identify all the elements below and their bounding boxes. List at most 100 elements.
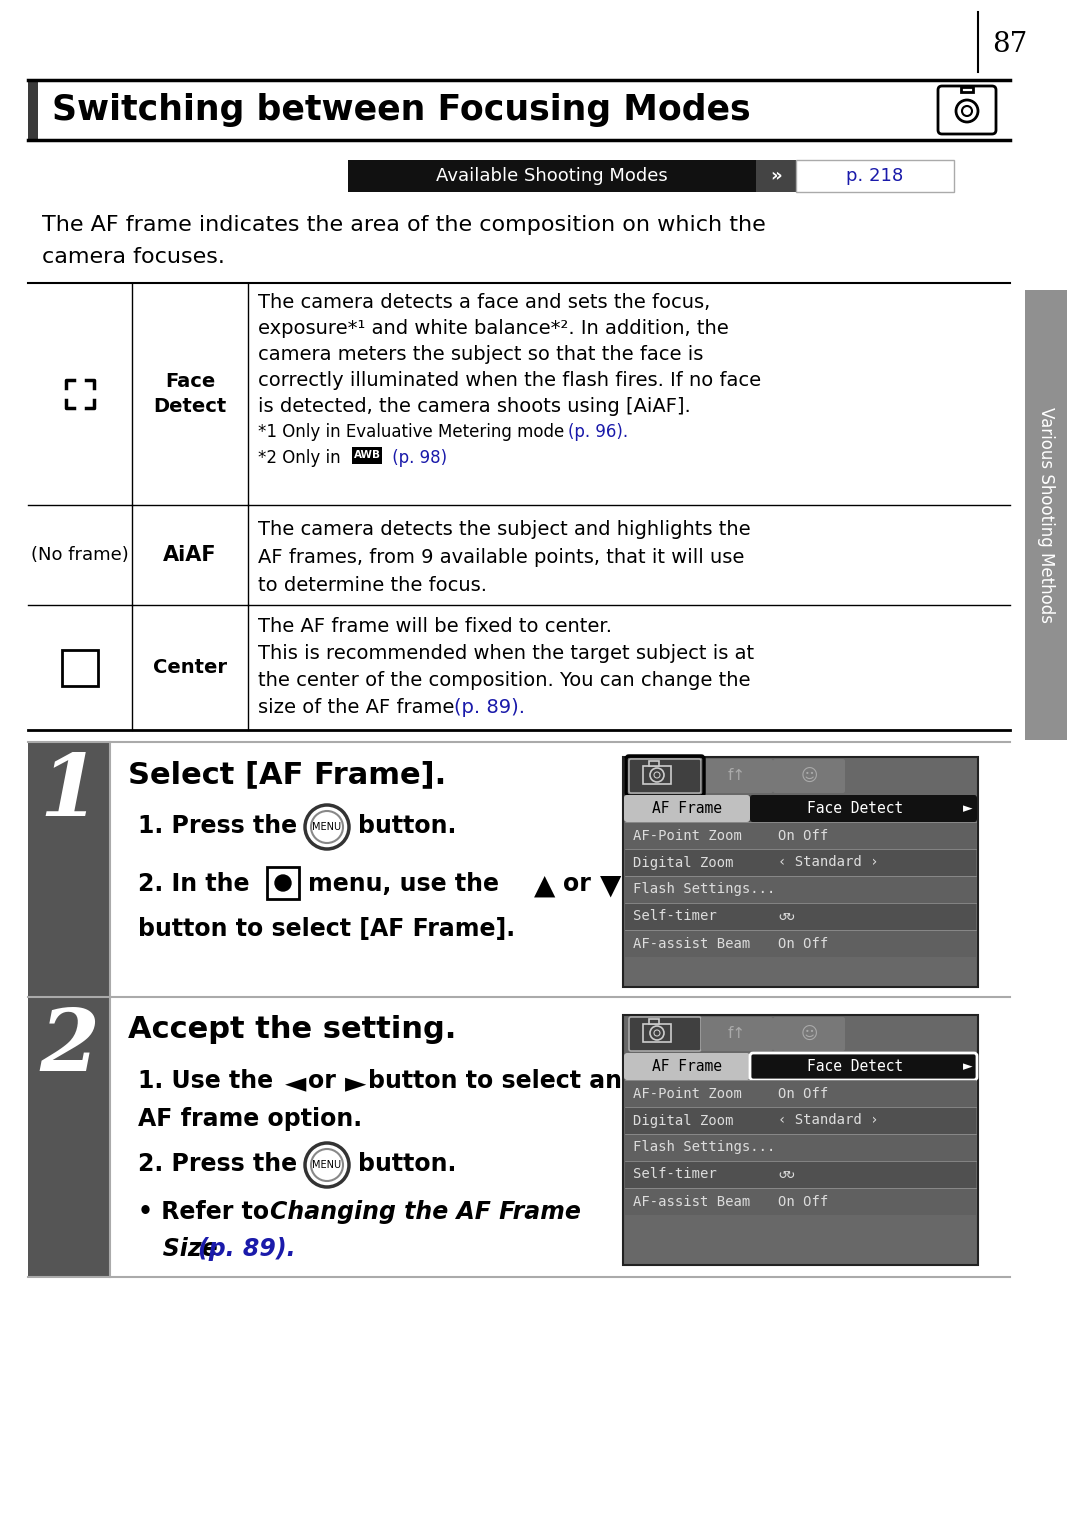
Bar xyxy=(643,767,671,783)
Text: Flash Settings...: Flash Settings... xyxy=(633,882,775,896)
Text: ☺: ☺ xyxy=(800,1025,818,1043)
Text: size of the AF frame: size of the AF frame xyxy=(258,698,461,716)
Bar xyxy=(796,160,954,192)
Text: The AF frame will be fixed to center.: The AF frame will be fixed to center. xyxy=(258,618,612,636)
Bar xyxy=(625,821,976,849)
Text: Changing the AF Frame: Changing the AF Frame xyxy=(270,1200,581,1224)
Text: 1: 1 xyxy=(39,750,99,834)
Bar xyxy=(625,876,976,903)
Text: f↑: f↑ xyxy=(728,1027,746,1042)
Text: The camera detects a face and sets the focus,: The camera detects a face and sets the f… xyxy=(258,294,711,312)
Text: 2. Press the: 2. Press the xyxy=(138,1151,297,1176)
Text: The AF frame indicates the area of the composition on which the: The AF frame indicates the area of the c… xyxy=(42,214,766,236)
Text: On Off: On Off xyxy=(778,1194,828,1209)
Circle shape xyxy=(650,768,664,782)
Text: Accept the setting.: Accept the setting. xyxy=(129,1015,457,1043)
Text: • Refer to: • Refer to xyxy=(138,1200,278,1224)
Bar xyxy=(625,1053,976,1080)
Bar xyxy=(625,795,976,821)
Bar xyxy=(623,757,978,987)
Circle shape xyxy=(654,1030,660,1036)
Text: f↑: f↑ xyxy=(728,768,746,783)
Text: ◄: ◄ xyxy=(285,1069,307,1097)
Text: 2: 2 xyxy=(39,1005,99,1089)
Text: ↺↻: ↺↻ xyxy=(778,910,795,923)
Text: ▲: ▲ xyxy=(534,872,555,900)
Text: ☺: ☺ xyxy=(800,767,818,785)
Bar xyxy=(352,447,382,464)
Text: (p. 96).: (p. 96). xyxy=(568,423,629,441)
Bar xyxy=(348,160,756,192)
Text: The camera detects the subject and highlights the: The camera detects the subject and highl… xyxy=(258,520,751,538)
FancyBboxPatch shape xyxy=(624,795,750,821)
Text: 1. Use the: 1. Use the xyxy=(138,1069,273,1094)
Bar xyxy=(28,996,110,1278)
Bar xyxy=(625,903,976,929)
Text: correctly illuminated when the flash fires. If no face: correctly illuminated when the flash fir… xyxy=(258,371,761,389)
Bar xyxy=(625,929,976,957)
Text: Select [AF Frame].: Select [AF Frame]. xyxy=(129,760,446,789)
Text: AF Frame: AF Frame xyxy=(652,1059,723,1074)
Text: Self-timer: Self-timer xyxy=(633,910,717,923)
FancyBboxPatch shape xyxy=(701,1018,773,1051)
Text: On Off: On Off xyxy=(778,937,828,951)
Text: to determine the focus.: to determine the focus. xyxy=(258,576,487,595)
Bar xyxy=(625,1080,976,1107)
Text: AF Frame: AF Frame xyxy=(652,802,723,815)
Text: button.: button. xyxy=(357,814,457,838)
Text: Center: Center xyxy=(153,659,227,677)
Text: Face
Detect: Face Detect xyxy=(153,373,227,417)
Bar xyxy=(643,1024,671,1042)
Text: or: or xyxy=(308,1069,336,1094)
Bar xyxy=(625,849,976,876)
Text: Digital Zoom: Digital Zoom xyxy=(633,855,733,870)
Text: Switching between Focusing Modes: Switching between Focusing Modes xyxy=(52,93,751,126)
Bar xyxy=(623,1015,978,1265)
FancyBboxPatch shape xyxy=(629,1018,701,1051)
Bar xyxy=(961,87,973,91)
FancyBboxPatch shape xyxy=(750,1053,977,1080)
Bar xyxy=(649,1019,659,1024)
Circle shape xyxy=(654,773,660,779)
Text: This is recommended when the target subject is at: This is recommended when the target subj… xyxy=(258,643,754,663)
Bar xyxy=(1025,291,1067,741)
Text: ►: ► xyxy=(963,802,973,815)
Text: 87: 87 xyxy=(993,32,1027,58)
Circle shape xyxy=(305,805,349,849)
Text: (p. 98): (p. 98) xyxy=(387,449,447,467)
Text: Available Shooting Modes: Available Shooting Modes xyxy=(436,167,667,186)
Bar xyxy=(625,1135,976,1161)
Circle shape xyxy=(956,100,978,122)
Text: (No frame): (No frame) xyxy=(31,546,129,564)
Circle shape xyxy=(962,106,972,116)
Circle shape xyxy=(650,1027,664,1040)
Bar xyxy=(649,760,659,767)
Text: *1 Only in Evaluative Metering mode: *1 Only in Evaluative Metering mode xyxy=(258,423,569,441)
Text: AF-assist Beam: AF-assist Beam xyxy=(633,937,751,951)
Circle shape xyxy=(275,875,291,891)
Text: Various Shooting Methods: Various Shooting Methods xyxy=(1037,408,1055,624)
Text: 1. Press the: 1. Press the xyxy=(138,814,297,838)
Text: ►: ► xyxy=(963,1060,973,1072)
Circle shape xyxy=(305,1142,349,1186)
Bar xyxy=(267,867,299,899)
FancyBboxPatch shape xyxy=(701,759,773,792)
Text: or: or xyxy=(563,872,591,896)
Text: Face Detect: Face Detect xyxy=(808,802,904,815)
Text: p. 218: p. 218 xyxy=(847,167,904,186)
Text: Size: Size xyxy=(138,1237,226,1261)
Text: the center of the composition. You can change the: the center of the composition. You can c… xyxy=(258,671,751,691)
Text: AF-assist Beam: AF-assist Beam xyxy=(633,1194,751,1209)
Text: AiAF: AiAF xyxy=(163,545,217,564)
Text: button.: button. xyxy=(357,1151,457,1176)
Text: exposure*¹ and white balance*². In addition, the: exposure*¹ and white balance*². In addit… xyxy=(258,319,729,338)
Text: menu, use the: menu, use the xyxy=(308,872,499,896)
Text: Digital Zoom: Digital Zoom xyxy=(633,1113,733,1127)
Text: AF-Point Zoom: AF-Point Zoom xyxy=(633,829,742,843)
Bar xyxy=(625,1161,976,1188)
Text: camera focuses.: camera focuses. xyxy=(42,246,225,268)
Text: ►: ► xyxy=(345,1069,366,1097)
Text: ‹ Standard ›: ‹ Standard › xyxy=(778,855,878,870)
Text: 2. In the: 2. In the xyxy=(138,872,249,896)
Text: ↺↻: ↺↻ xyxy=(778,1168,795,1182)
